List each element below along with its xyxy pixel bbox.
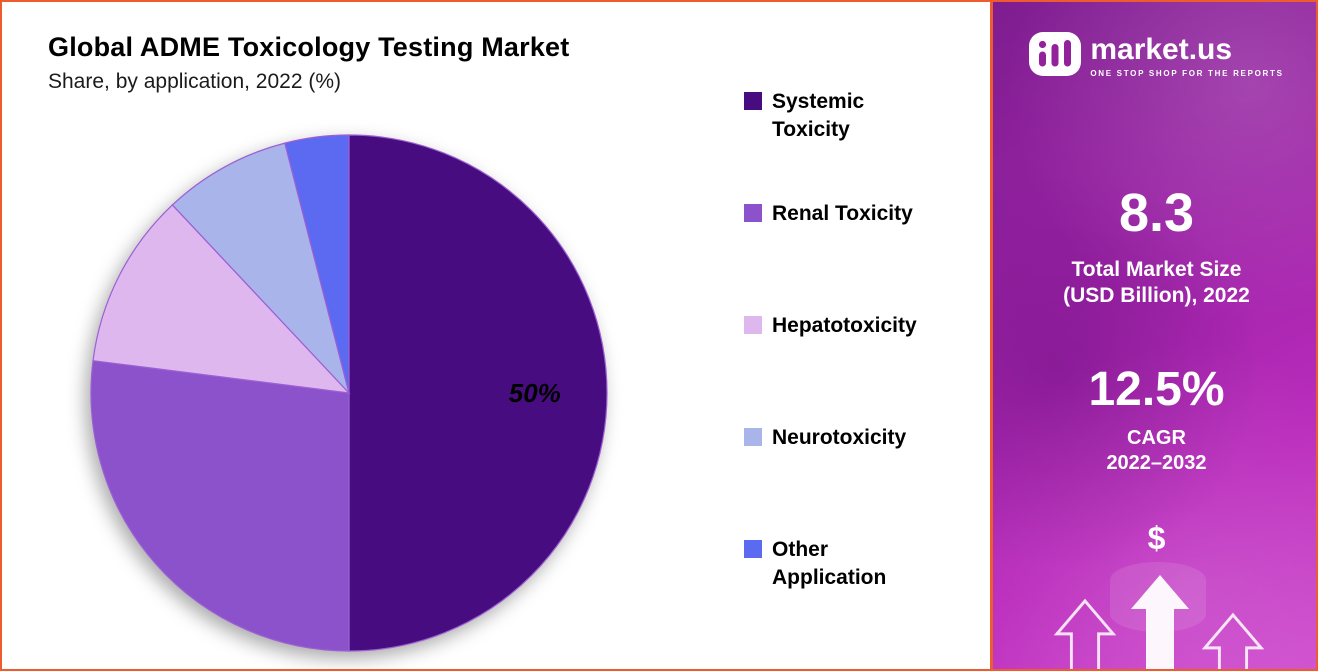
pie-slice-other-application [284,134,350,394]
pie-slice-neurotoxicity [171,142,350,394]
promo-panel: market.us ONE STOP SHOP FOR THE REPORTS … [990,2,1316,669]
chart-area: Global ADME Toxicology Testing Market Sh… [2,2,990,669]
stat-cagr-value: 12.5% [1088,363,1225,416]
dollar-icon: $ [1147,520,1166,556]
legend-item-renal-toxicity: Renal Toxicity [744,200,934,312]
stat-cagr-label-line1: CAGR [1127,427,1186,449]
legend-item-hepatotoxicity: Hepatotoxicity [744,312,934,424]
chart-subtitle: Share, by application, 2022 (%) [48,70,342,93]
stat-cagr-label-line2: 2022–2032 [1106,452,1207,474]
stat-market-size-value: 8.3 [1118,183,1195,243]
up-arrow-left-icon [1051,597,1119,669]
chart-legend: Systemic Toxicity Renal Toxicity Hepatotox… [744,88,934,648]
pie-slice-systemic-toxicity [348,134,608,652]
legend-item-other-application: Other Application [744,536,934,648]
up-arrow-right-icon [1199,611,1267,669]
legend-item-neurotoxicity: Neurotoxicity [744,424,934,536]
marketus-logo-icon [1029,32,1082,81]
pie-data-label: 50% [509,378,561,408]
brand-name: market.us [1090,33,1233,66]
legend-swatch [744,204,762,222]
pie-chart: 50% [78,122,620,664]
brand-row: market.us ONE STOP SHOP FOR THE REPORTS [993,32,1316,81]
legend-item-systemic-toxicity: Systemic Toxicity [744,88,934,200]
legend-swatch [744,316,762,334]
legend-swatch [744,428,762,446]
pie-slice-hepatotoxicity [92,204,351,394]
pie-slice-renal-toxicity [90,359,350,652]
legend-label: Other Application [772,538,887,589]
legend-label: Renal Toxicity [772,202,913,225]
stat-market-size-label-line2: (USD Billion), 2022 [1063,284,1250,308]
up-arrow-middle-icon [1125,571,1195,669]
legend-label: Systemic Toxicity [772,90,865,141]
legend-swatch [744,92,762,110]
legend-label: Neurotoxicity [772,426,907,449]
chart-title: Global ADME Toxicology Testing Market [48,32,570,62]
legend-swatch [744,540,762,558]
pie-svg: 50% [90,134,608,652]
stat-market-size-label-line1: Total Market Size [1071,258,1242,281]
stat-market-size-label: Total Market Size (USD Billion), 2022 [993,257,1316,310]
stat-cagr-label: CAGR 2022–2032 [993,426,1316,476]
brand-text: market.us ONE STOP SHOP FOR THE REPORTS [1090,33,1284,79]
legend-label: Hepatotoxicity [772,314,917,337]
brand-tagline: ONE STOP SHOP FOR THE REPORTS [1090,69,1284,78]
